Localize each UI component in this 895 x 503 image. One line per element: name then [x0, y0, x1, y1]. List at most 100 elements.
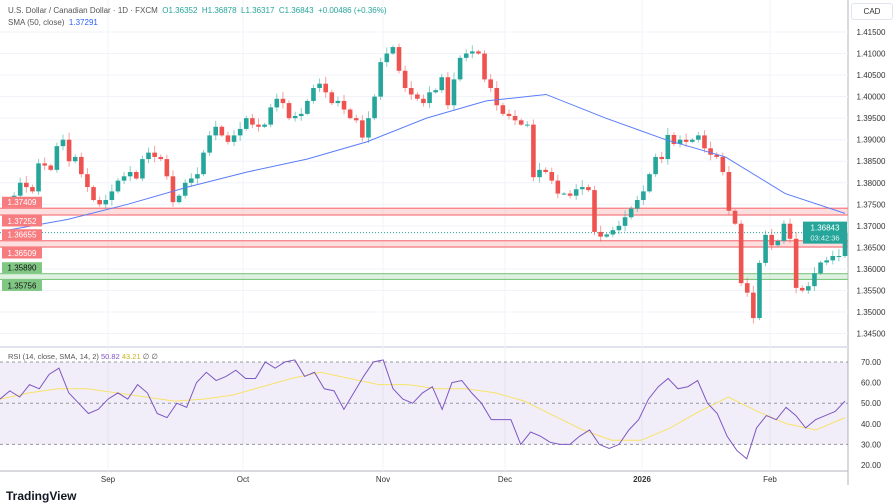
candle-up	[757, 262, 762, 319]
candle-up	[579, 187, 585, 190]
candle-down	[408, 88, 414, 95]
time-tick-label: Sep	[101, 475, 116, 484]
candle-up	[433, 90, 438, 93]
rsi-band	[0, 362, 848, 445]
price-tick-label: 1.40500	[857, 71, 886, 80]
candle-down	[549, 172, 555, 181]
candle-down	[494, 88, 500, 106]
candle-down	[702, 135, 707, 149]
candle-down	[152, 152, 157, 157]
candle-down	[732, 210, 738, 224]
candle-down	[170, 176, 176, 203]
price-tick-label: 1.38500	[857, 157, 886, 166]
candle-down	[720, 156, 726, 173]
candle-up	[237, 128, 243, 136]
candle-up	[390, 47, 396, 54]
candle-down	[225, 135, 231, 142]
candle-up	[775, 240, 781, 246]
candle-down	[396, 47, 402, 71]
candle-down	[476, 51, 481, 54]
zone-top-label: 1.37409	[8, 198, 37, 207]
currency-button[interactable]: CAD	[851, 3, 893, 20]
last-price-badge	[803, 221, 847, 244]
candle-up	[127, 172, 133, 177]
price-tick-label: 1.39000	[857, 136, 886, 145]
candle-up	[842, 232, 848, 257]
candle-up	[213, 126, 219, 136]
candle-down	[158, 156, 164, 160]
candle-up	[366, 118, 371, 138]
candle-down	[133, 172, 139, 179]
sma-label[interactable]: SMA (50, close)	[8, 18, 65, 27]
rsi-tick-label: 70.00	[861, 358, 882, 367]
candle-down	[85, 174, 90, 188]
candle-up	[378, 62, 383, 97]
candle-down	[512, 116, 518, 121]
candle-down	[659, 156, 665, 160]
price-tick-label: 1.37000	[857, 222, 886, 231]
candle-up	[17, 182, 23, 196]
zone-top-label-bg	[2, 196, 42, 208]
sma-50-line	[7, 93, 846, 231]
candle-up	[604, 234, 610, 237]
price-tick-label: 1.36500	[857, 243, 886, 252]
candle-up	[384, 53, 390, 63]
price-tick-label: 1.35500	[857, 286, 886, 295]
ohlc-high: H1.36878	[201, 6, 237, 15]
rsi-legend[interactable]: RSI (14, close, SMA, 14, 2) 50.82 43.21 …	[8, 352, 158, 361]
zone-bottom-label-bg	[2, 279, 42, 291]
candle-up	[176, 195, 182, 203]
rsi-tick-label: 20.00	[861, 461, 882, 470]
rsi-tick-label: 40.00	[861, 420, 882, 429]
candle-up	[470, 51, 475, 54]
candle-up	[188, 178, 194, 183]
candle-up	[653, 156, 658, 175]
candle-up	[146, 152, 151, 160]
candle-down	[714, 154, 720, 157]
candle-down	[280, 98, 286, 104]
price-tick-label: 1.41000	[857, 50, 886, 59]
symbol-title: U.S. Dollar / Canadian Dollar · 1D · FXC…	[8, 6, 158, 15]
candle-up	[665, 134, 671, 160]
candle-up	[195, 174, 200, 179]
rsi-extra-2: ∅	[151, 352, 158, 361]
price-tick-label: 1.34500	[857, 330, 886, 339]
candle-down	[592, 190, 597, 232]
price-tick-label: 1.37500	[857, 200, 886, 209]
candle-down	[671, 134, 677, 145]
candle-up	[689, 139, 695, 142]
candle-up	[109, 191, 115, 201]
candle-down	[360, 120, 365, 138]
candle-up	[305, 100, 310, 114]
price-tick-label: 1.36000	[857, 265, 886, 274]
candle-up	[818, 262, 823, 274]
rsi-sma-line	[0, 371, 846, 441]
candle-up	[537, 169, 542, 178]
candle-down	[286, 103, 292, 119]
candle-down	[402, 70, 408, 89]
zone-red	[0, 208, 848, 216]
candle-up	[439, 77, 445, 91]
sma-value: 1.37291	[68, 18, 98, 27]
time-tick-label: Feb	[763, 475, 777, 484]
candle-up	[427, 92, 432, 104]
candle-down	[726, 172, 732, 211]
candles	[5, 43, 848, 324]
price-tick-label: 1.38000	[857, 179, 886, 188]
candle-down	[415, 94, 420, 99]
zone-bottom-label-bg	[2, 247, 42, 259]
candle-up	[812, 273, 817, 287]
candle-up	[634, 200, 640, 209]
candle-down	[567, 193, 573, 196]
candle-up	[311, 88, 316, 101]
candle-down	[91, 187, 96, 201]
candle-down	[347, 109, 353, 119]
candle-down	[598, 231, 603, 237]
candle-up	[677, 139, 683, 145]
candle-up	[201, 152, 206, 175]
candle-up	[207, 135, 212, 153]
candle-down	[329, 92, 335, 104]
candle-up	[451, 79, 457, 106]
rsi-tick-label: 60.00	[861, 379, 882, 388]
